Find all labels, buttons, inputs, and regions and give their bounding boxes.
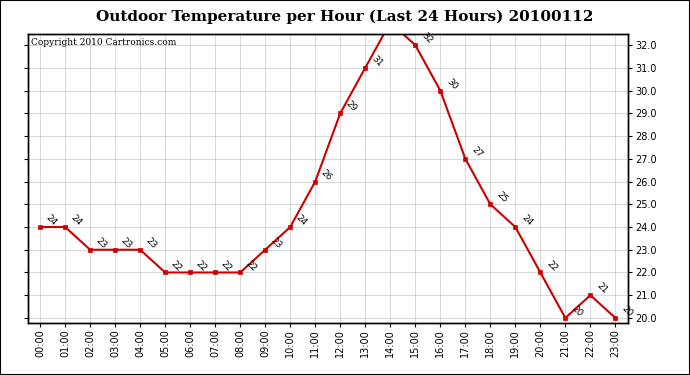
Text: 25: 25 xyxy=(495,190,509,205)
Text: Copyright 2010 Cartronics.com: Copyright 2010 Cartronics.com xyxy=(30,38,176,47)
Text: 32: 32 xyxy=(420,32,434,46)
Text: 22: 22 xyxy=(195,259,208,273)
Text: 24: 24 xyxy=(520,213,534,228)
Text: 23: 23 xyxy=(119,236,134,250)
Text: 22: 22 xyxy=(544,259,559,273)
Text: 21: 21 xyxy=(595,281,609,296)
Text: 20: 20 xyxy=(620,304,634,319)
Text: 27: 27 xyxy=(469,145,484,159)
Text: 31: 31 xyxy=(369,54,384,69)
Text: 24: 24 xyxy=(69,213,83,228)
Text: 24: 24 xyxy=(295,213,308,228)
Text: 20: 20 xyxy=(569,304,584,319)
Text: 22: 22 xyxy=(169,259,184,273)
Text: 33: 33 xyxy=(0,374,1,375)
Text: 26: 26 xyxy=(319,168,334,182)
Text: 22: 22 xyxy=(219,259,234,273)
Text: 30: 30 xyxy=(444,77,459,91)
Text: 23: 23 xyxy=(269,236,284,250)
Text: 23: 23 xyxy=(95,236,109,250)
Text: 29: 29 xyxy=(344,99,359,114)
Text: 24: 24 xyxy=(44,213,59,228)
Text: Outdoor Temperature per Hour (Last 24 Hours) 20100112: Outdoor Temperature per Hour (Last 24 Ho… xyxy=(97,9,593,24)
Text: 22: 22 xyxy=(244,259,259,273)
Text: 23: 23 xyxy=(144,236,159,250)
